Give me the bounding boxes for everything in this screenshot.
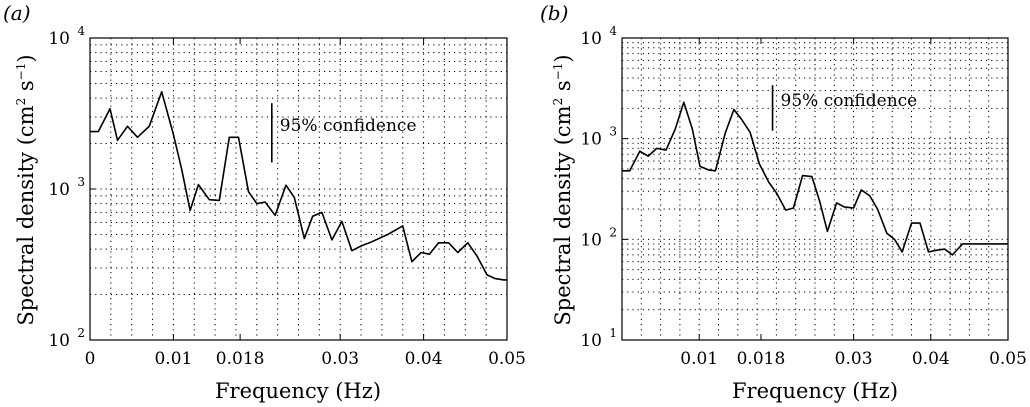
y-tick-exponent: 2 [77,326,85,340]
y-tick-exponent: 2 [609,225,617,239]
x-tick-label: 0.018 [737,349,786,369]
chart-panel-a: (a) 0 0.01 0.018 0.03 0.04 0.05 10 2 10 3 10 4 95%… [3,1,526,403]
y-axis-a: 10 2 10 3 10 4 [48,24,96,351]
x-axis-a: 0 0.01 0.018 0.03 0.04 0.05 [85,38,526,369]
y-tick-label: 10 [580,230,602,250]
y-tick-exponent: 1 [609,326,617,340]
x-tick-label: 0.01 [680,349,718,369]
x-tick-label: 0.018 [216,349,265,369]
y-tick-exponent: 3 [609,125,617,139]
x-tick-label: 0.01 [154,349,192,369]
x-tick-label: 0 [85,349,96,369]
y-tick-exponent: 3 [77,175,85,189]
x-axis-title-a: Frequency (Hz) [215,379,381,403]
y-tick-label: 10 [48,180,70,200]
y-tick-exponent: 4 [77,24,85,38]
series-line-b [622,101,1008,256]
x-axis-b: 0.01 0.018 0.03 0.04 0.05 [680,38,1027,369]
y-axis-title-b: Spectral density (cm2 s−1) [551,54,575,325]
confidence-label-a: 95% confidence [280,116,417,136]
panel-label-b: (b) [540,1,568,25]
plot-frame-a [89,37,508,341]
y-tick-label: 10 [580,29,602,49]
x-axis-title-b: Frequency (Hz) [732,379,898,403]
y-axis-b: 10 1 10 2 10 3 10 4 [580,24,628,351]
y-tick-exponent: 4 [609,24,617,38]
panel-label-a: (a) [3,1,31,25]
grid-b [622,38,1008,340]
y-tick-label: 10 [48,29,70,49]
grid-a [90,38,507,340]
x-tick-label: 0.03 [321,349,359,369]
x-tick-label: 0.04 [405,349,443,369]
x-tick-label: 0.05 [488,349,526,369]
y-axis-title-a: Spectral density (cm2 s−1) [14,54,38,325]
x-tick-label: 0.04 [912,349,950,369]
series-line-a [90,91,507,281]
y-tick-label: 10 [580,130,602,150]
y-tick-label: 10 [580,331,602,351]
x-tick-label: 0.05 [989,349,1027,369]
x-tick-label: 0.03 [835,349,873,369]
confidence-label-b: 95% confidence [781,91,918,111]
chart-panel-b: (b) 0.01 0.018 0.03 0.04 0.05 10 1 10 2 10 3 10 4 9… [540,1,1027,403]
y-tick-label: 10 [48,331,70,351]
plot-frame-b [621,37,1009,341]
